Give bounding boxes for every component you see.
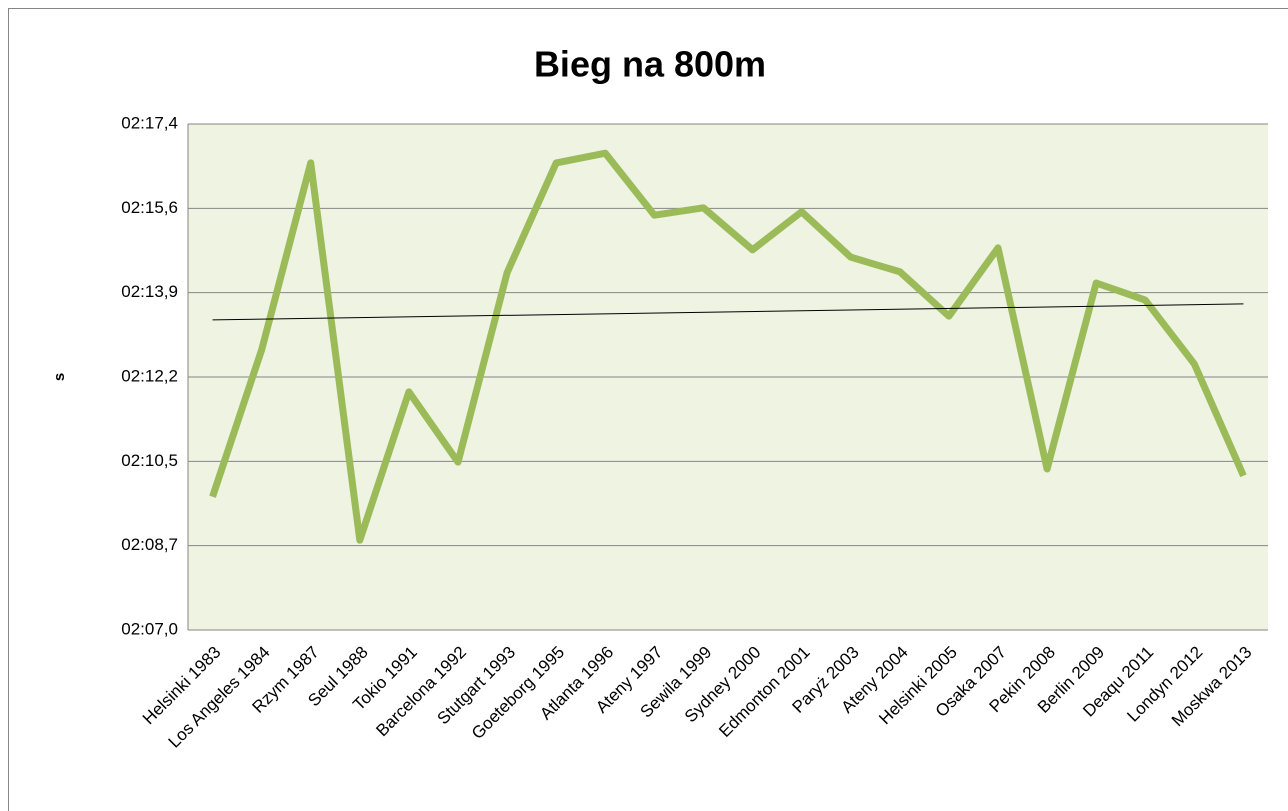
chart-title: Bieg na 800m xyxy=(534,44,766,85)
y-tick-label: 02:08,7 xyxy=(121,535,178,554)
y-tick-label: 02:17,4 xyxy=(121,113,178,132)
y-tick-label: 02:13,9 xyxy=(121,282,178,301)
y-axis-label: s xyxy=(51,373,68,381)
y-tick-label: 02:15,6 xyxy=(121,198,178,217)
data-line xyxy=(209,149,1247,544)
trendline xyxy=(212,303,1244,321)
y-tick-label: 02:10,5 xyxy=(121,451,178,470)
y-tick-label: 02:07,0 xyxy=(121,619,178,638)
y-tick-label: 02:12,2 xyxy=(121,366,178,385)
